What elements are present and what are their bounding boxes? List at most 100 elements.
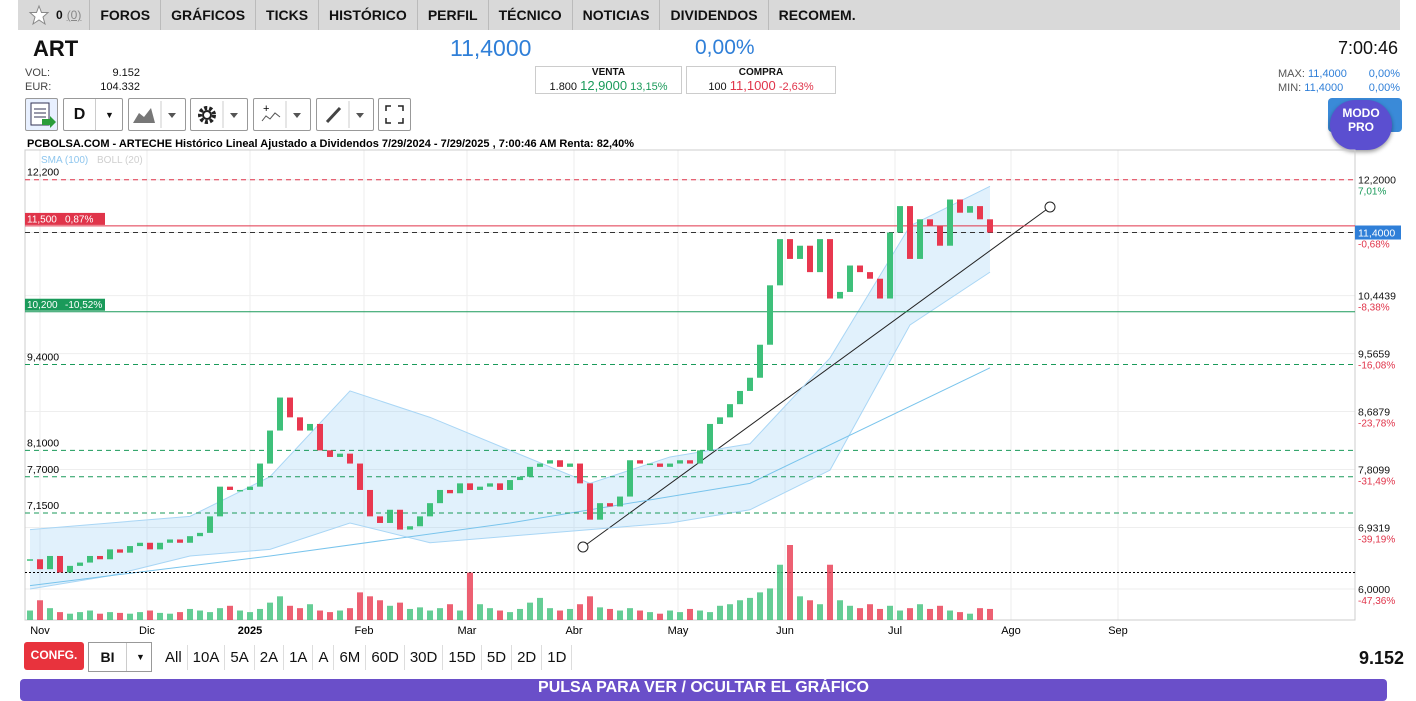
level-label: 9,4000 bbox=[27, 352, 59, 364]
candle bbox=[337, 453, 343, 457]
nav-item[interactable]: GRÁFICOS bbox=[160, 0, 255, 30]
period-button[interactable]: 30D bbox=[405, 645, 444, 670]
modo-pro-button[interactable]: MODO PRO bbox=[1330, 100, 1392, 150]
period-button[interactable]: 6M bbox=[334, 645, 367, 670]
nav-item[interactable]: FOROS bbox=[89, 0, 160, 30]
nav-item[interactable]: DIVIDENDOS bbox=[659, 0, 767, 30]
count-paren[interactable]: (0) bbox=[66, 8, 82, 22]
period-button[interactable]: All bbox=[160, 645, 188, 670]
toggle-chart-bar[interactable]: PULSA PARA VER / OCULTAR EL GRÁFICO bbox=[20, 679, 1387, 701]
volume-bar bbox=[167, 613, 173, 620]
period-button[interactable]: 2D bbox=[512, 645, 543, 670]
candle bbox=[227, 486, 233, 490]
period-button[interactable]: 1D bbox=[542, 645, 573, 670]
export-button[interactable] bbox=[25, 98, 58, 131]
nav-item[interactable]: TICKS bbox=[255, 0, 318, 30]
modo-pro-label: MODO PRO bbox=[1342, 106, 1380, 134]
candle bbox=[277, 397, 283, 431]
trend-line[interactable] bbox=[582, 206, 1051, 548]
candle bbox=[297, 417, 303, 431]
volume-bar bbox=[807, 600, 813, 620]
volume-bar bbox=[757, 592, 763, 620]
boll-label: BOLL (20) bbox=[97, 155, 143, 166]
candle bbox=[287, 397, 293, 418]
bi-select[interactable]: BI ▼ bbox=[88, 642, 152, 672]
volume-bar bbox=[907, 608, 913, 620]
min: 11,4000 bbox=[1304, 82, 1344, 94]
period-button[interactable]: 5D bbox=[482, 645, 513, 670]
volume-bar bbox=[727, 604, 733, 620]
candle bbox=[827, 239, 833, 299]
candle bbox=[717, 417, 723, 424]
period-select[interactable]: D ▼ bbox=[63, 98, 123, 131]
level-pct: -10,52% bbox=[65, 300, 102, 311]
candle bbox=[897, 206, 903, 233]
nav-item[interactable]: NOTICIAS bbox=[571, 0, 660, 30]
current-price-box bbox=[1355, 225, 1401, 240]
trend-handle[interactable] bbox=[577, 541, 589, 553]
chart-type-select[interactable] bbox=[128, 98, 186, 131]
period-button[interactable]: 60D bbox=[366, 645, 405, 670]
trend-handle[interactable] bbox=[1044, 201, 1056, 213]
candle bbox=[207, 516, 213, 533]
y-tick-pct: 7,01% bbox=[1358, 187, 1386, 198]
fullscreen-button[interactable] bbox=[378, 98, 411, 131]
nav-item[interactable]: RECOMEM. bbox=[767, 0, 866, 30]
volume-bar bbox=[587, 596, 593, 620]
candle bbox=[847, 265, 853, 292]
range-block: MAX: 11,4000 0,00% MIN: 11,4000 0,00% bbox=[1278, 67, 1400, 95]
x-tick-label: Feb bbox=[355, 625, 374, 637]
draw-select[interactable] bbox=[316, 98, 374, 131]
period-button[interactable]: A bbox=[313, 645, 335, 670]
max: 11,4000 bbox=[1307, 68, 1347, 80]
volume-bar bbox=[987, 608, 993, 620]
nav-item[interactable]: PERFIL bbox=[416, 0, 488, 30]
volume-bar bbox=[217, 608, 223, 620]
chart-type-icon bbox=[133, 101, 176, 128]
volume-bar bbox=[827, 564, 833, 620]
candle bbox=[637, 460, 643, 464]
volume-bar bbox=[447, 604, 453, 620]
star-icon[interactable] bbox=[28, 4, 50, 26]
candle bbox=[367, 489, 373, 517]
compra-box: COMPRA 100 11,1000 -2,63% bbox=[686, 66, 836, 94]
volume-bar bbox=[487, 608, 493, 620]
candle bbox=[907, 206, 913, 259]
nav-item[interactable]: HISTÓRICO bbox=[318, 0, 417, 30]
period-button[interactable]: 5A bbox=[225, 645, 255, 670]
volume-bar bbox=[237, 610, 243, 620]
level-box bbox=[25, 298, 105, 311]
volume-bar bbox=[437, 608, 443, 620]
candle bbox=[457, 483, 463, 494]
volume-bar bbox=[57, 612, 63, 620]
min-label: MIN: bbox=[1278, 82, 1302, 94]
candle bbox=[327, 450, 333, 457]
y-tick-pct: -23,78% bbox=[1358, 419, 1395, 430]
settings-select[interactable] bbox=[190, 98, 248, 131]
candle bbox=[217, 486, 223, 517]
candle bbox=[197, 532, 203, 537]
y-tick-pct: -0,68% bbox=[1358, 240, 1390, 251]
candle bbox=[467, 483, 473, 490]
period-button[interactable]: 1A bbox=[284, 645, 314, 670]
volume-bar bbox=[867, 604, 873, 620]
x-tick-label: 2025 bbox=[238, 625, 262, 637]
period-button[interactable]: 10A bbox=[188, 645, 226, 670]
config-button[interactable]: CONFG. bbox=[24, 642, 84, 670]
volume-bar bbox=[687, 608, 693, 620]
candle bbox=[27, 559, 33, 561]
period-button[interactable]: 15D bbox=[443, 645, 482, 670]
volume-bar bbox=[947, 610, 953, 620]
candle bbox=[487, 483, 493, 487]
volume-bar bbox=[787, 545, 793, 620]
vol: 9.152 bbox=[112, 67, 140, 79]
candle bbox=[127, 546, 133, 553]
period-button[interactable]: 2A bbox=[255, 645, 285, 670]
volume-bar bbox=[387, 605, 393, 620]
candle bbox=[377, 516, 383, 523]
candle bbox=[627, 460, 633, 497]
candle bbox=[317, 423, 323, 451]
indicator-select[interactable]: + bbox=[253, 98, 311, 131]
volume-bar bbox=[877, 608, 883, 620]
nav-item[interactable]: TÉCNICO bbox=[487, 0, 572, 30]
